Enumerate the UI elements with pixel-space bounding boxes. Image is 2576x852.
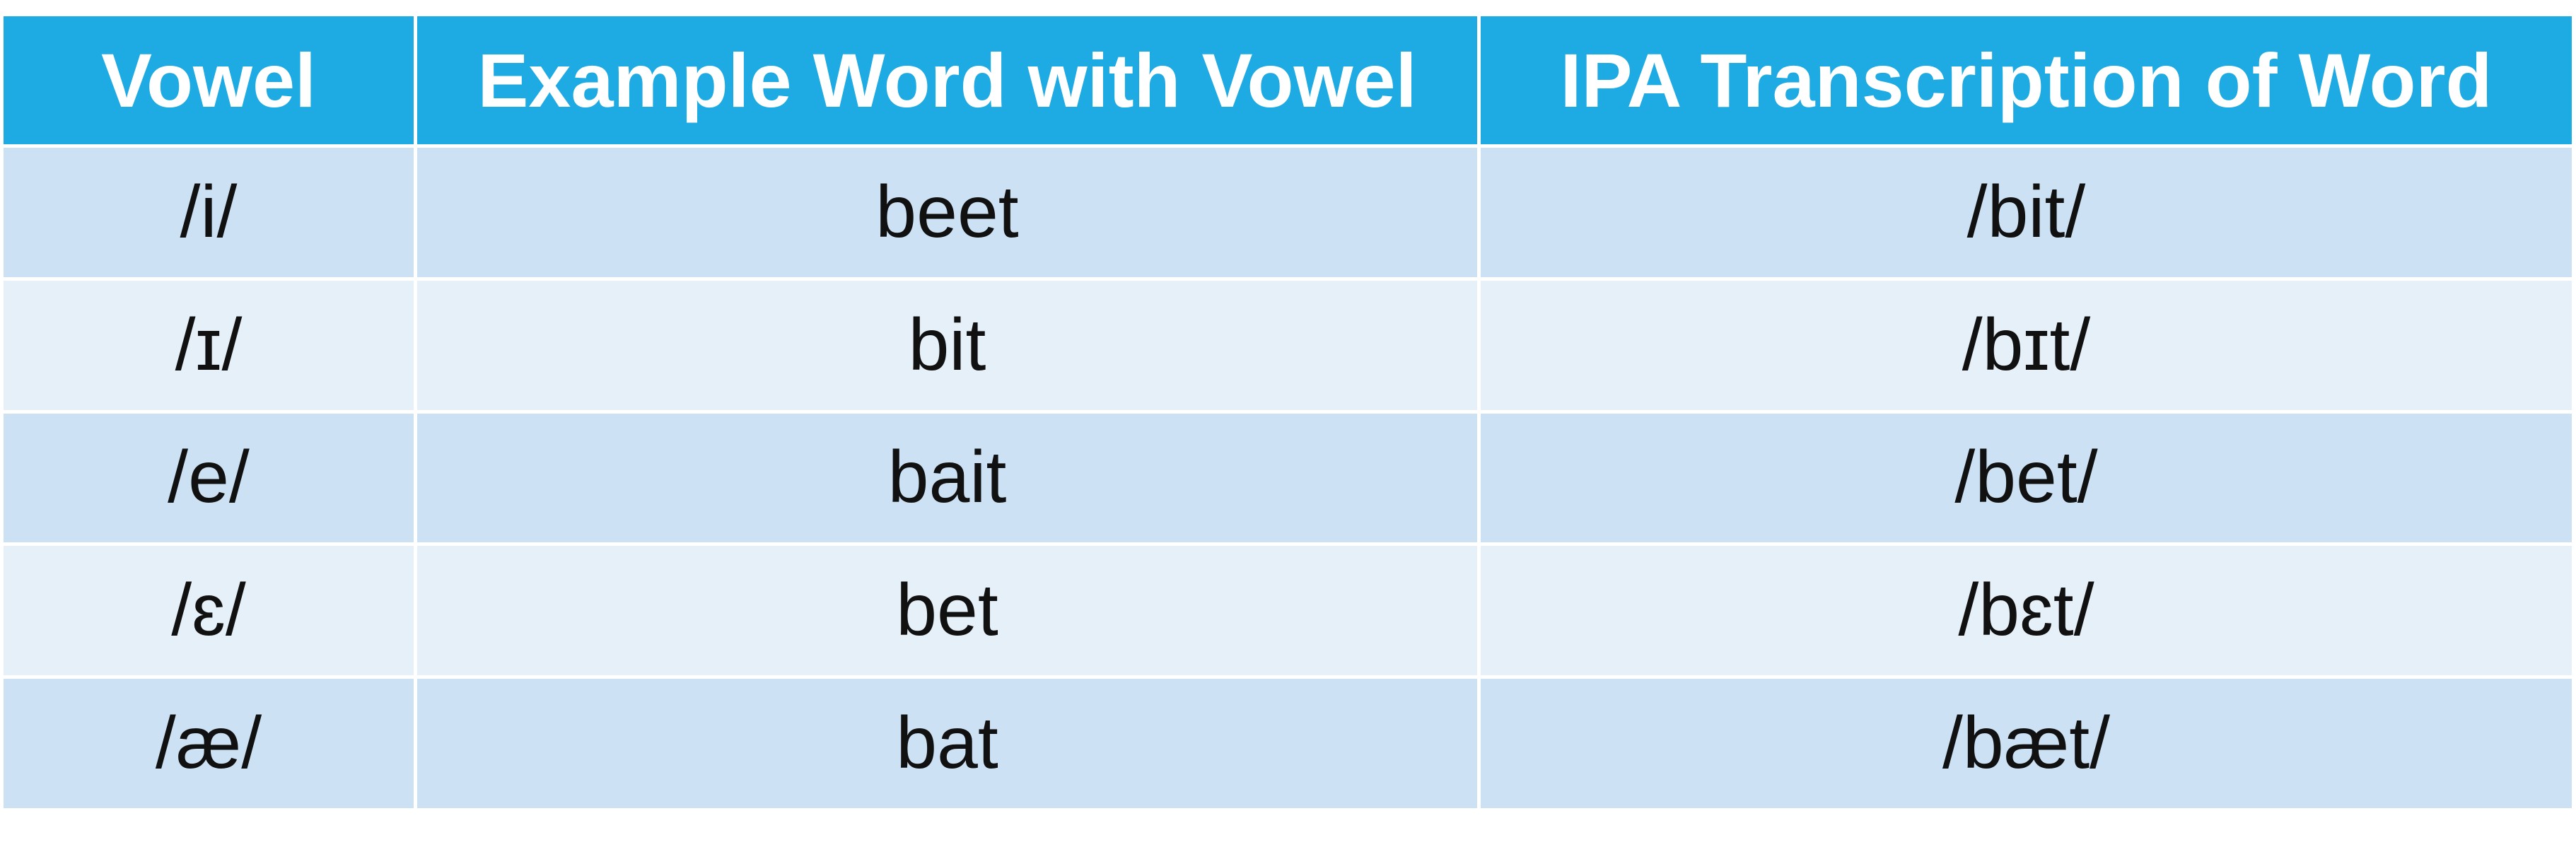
table-cell: /ɛ/ [4,546,414,676]
table-cell: /e/ [4,413,414,543]
header-cell: Example Word with Vowel [417,16,1477,144]
table-cell: /ɪ/ [4,280,414,410]
table-cell: bat [417,679,1477,808]
table-cell: /æ/ [4,679,414,808]
table-cell: /bet/ [1481,413,2572,543]
table-cell: /bæt/ [1481,679,2572,808]
table-cell: /bɪt/ [1481,280,2572,410]
table-cell: /bɛt/ [1481,546,2572,676]
table-cell: beet [417,148,1477,277]
table-cell: /i/ [4,148,414,277]
header-cell: IPA Transcription of Word [1481,16,2572,144]
table-cell: bet [417,546,1477,676]
table-cell: /bit/ [1481,148,2572,277]
table-cell: bit [417,280,1477,410]
header-cell: Vowel [4,16,414,144]
vowel-table: Vowel Example Word with Vowel IPA Transcri… [4,16,2572,808]
table-cell: bait [417,413,1477,543]
